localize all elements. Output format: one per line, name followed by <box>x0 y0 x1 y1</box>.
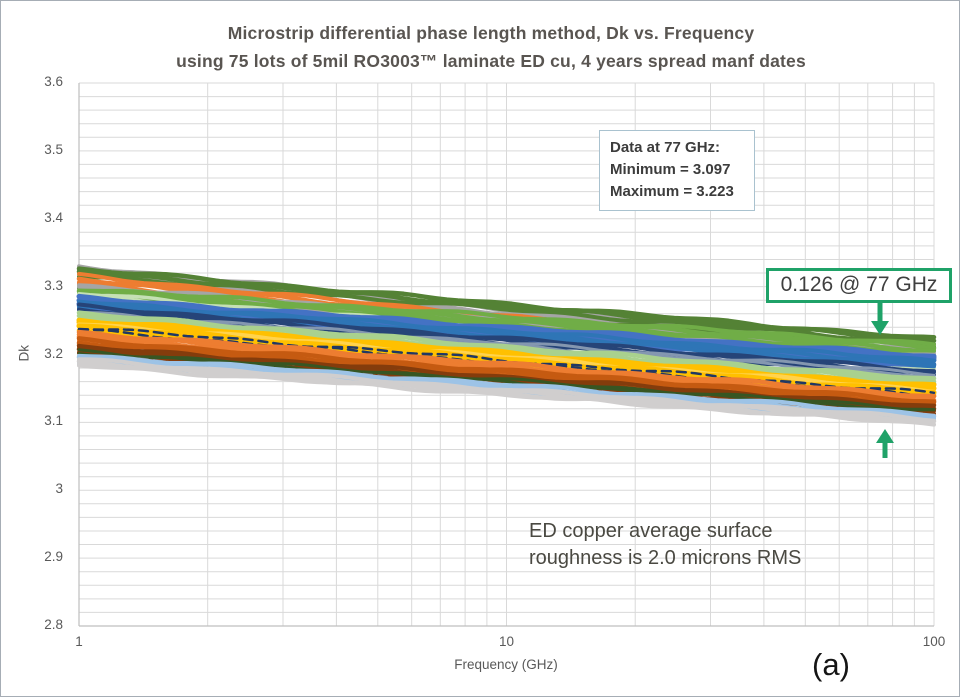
x-axis-tick-label: 10 <box>498 634 515 649</box>
stats-line1: Data at 77 GHz: <box>610 139 721 156</box>
roughness-note: ED copper average surface roughness is 2… <box>529 518 801 572</box>
y-axis-tick-label: 2.9 <box>44 549 63 565</box>
y-axis-tick-label: 3.6 <box>44 74 63 89</box>
delta-callout-box: 0.126 @ 77 GHz <box>766 268 952 303</box>
x-axis-tick-label: 1 <box>75 634 83 649</box>
delta-label: 0.126 @ 77 GHz <box>780 273 938 296</box>
y-axis-title: Dk <box>16 345 32 362</box>
y-axis-tick-label: 3 <box>55 481 63 497</box>
chart-title: Microstrip differential phase length met… <box>51 19 931 75</box>
delta-arrow-up-head-icon <box>876 429 894 443</box>
x-axis-title: Frequency (GHz) <box>454 657 558 672</box>
roughness-note-line2: roughness is 2.0 microns RMS <box>529 547 802 569</box>
lot-curve <box>77 274 936 347</box>
y-axis-tick-label: 3.2 <box>44 345 63 361</box>
stats-callout-box: Data at 77 GHz: Minimum = 3.097 Maximum … <box>599 130 755 211</box>
y-axis-tick-label: 3.5 <box>44 141 63 157</box>
stats-line3: Maximum = 3.223 <box>610 183 734 200</box>
lot-curve <box>76 329 937 399</box>
roughness-note-line1: ED copper average surface <box>529 520 773 542</box>
chart-title-line2: using 75 lots of 5mil RO3003™ laminate E… <box>176 51 806 71</box>
delta-arrow-down-head-icon <box>871 321 889 335</box>
lot-curve <box>77 290 936 353</box>
lot-curve <box>77 303 936 367</box>
lot-curve <box>77 348 936 412</box>
chart-title-line1: Microstrip differential phase length met… <box>227 23 755 43</box>
y-axis-tick-label: 3.3 <box>44 277 63 293</box>
subfigure-label: (a) <box>812 647 850 682</box>
lot-curve <box>77 288 936 347</box>
y-axis-tick-label: 3.4 <box>44 209 63 225</box>
x-axis-tick-label: 100 <box>922 634 946 649</box>
lot-curve <box>77 363 936 427</box>
stats-line2: Minimum = 3.097 <box>610 161 731 178</box>
y-axis-tick-label: 2.8 <box>44 617 63 632</box>
y-axis-tick-label: 3.1 <box>44 413 63 429</box>
